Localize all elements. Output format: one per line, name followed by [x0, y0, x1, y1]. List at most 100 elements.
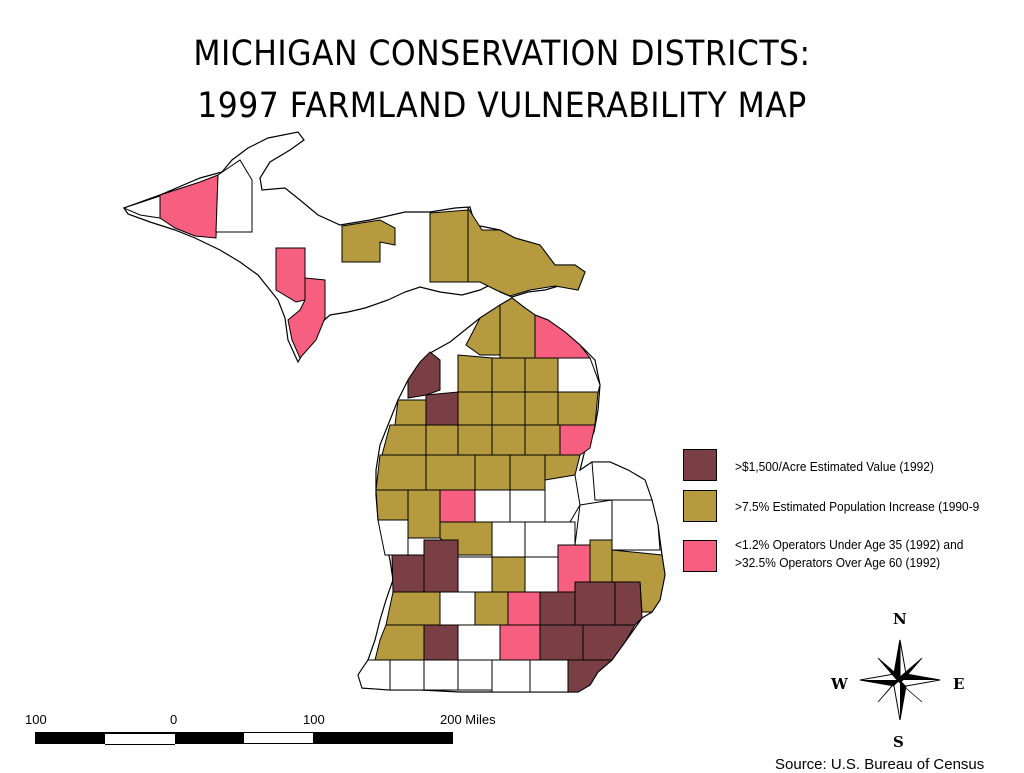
source-note: Source: U.S. Bureau of Census: [775, 756, 985, 773]
county-schoolcraft: [341, 219, 396, 263]
compass-star-dark-3: [900, 674, 940, 680]
county-livingston: [539, 591, 576, 626]
county-alpena: [557, 357, 601, 393]
county-menominee: [287, 277, 326, 359]
county-oakland: [574, 581, 616, 626]
compass-n-label: N: [893, 610, 907, 628]
county-ionia: [457, 556, 493, 593]
lp-counties: [357, 297, 666, 693]
legend-item-aging: <1.2% Operators Under Age 35 (1992) and …: [683, 537, 983, 572]
county-berrien: [357, 659, 391, 691]
county-iosco: [559, 424, 596, 456]
county-lapeer: [589, 539, 613, 583]
county-lake: [425, 454, 476, 491]
county-washtenaw: [539, 624, 584, 661]
county-kalkaska: [457, 391, 493, 426]
county-tuscola: [574, 499, 613, 546]
county-calhoun: [457, 624, 501, 661]
county-roscommon: [491, 424, 526, 456]
county-manistee: [381, 424, 427, 456]
compass-w-label: W: [831, 675, 848, 693]
county-lenawee: [529, 659, 569, 693]
county-macomb: [614, 581, 643, 626]
county-leelanau: [407, 351, 441, 399]
county-clare: [509, 454, 546, 491]
legend-label-aging: <1.2% Operators Under Age 35 (1992) and …: [735, 536, 963, 572]
scale-label-0: 0: [170, 712, 178, 727]
county-cass: [389, 659, 425, 691]
scale-label-100-left: 100: [25, 712, 47, 727]
county-gratiot: [491, 521, 526, 558]
county-presque-isle: [534, 314, 592, 359]
scale-bar: [35, 732, 453, 745]
county-gogebic-west: [122, 195, 161, 219]
county-montmorency: [524, 357, 559, 393]
county-oscoda: [524, 391, 559, 426]
compass-star-dark-5: [860, 680, 900, 686]
legend-label-aging-line2: >32.5% Operators Over Age 60 (1992): [735, 555, 941, 570]
scale-segment-4: [243, 733, 314, 743]
legend-swatch-high-value: [683, 449, 717, 481]
county-barry: [439, 591, 476, 626]
county-mecosta: [439, 489, 476, 523]
county-ogemaw: [524, 424, 561, 456]
county-chippewa: [467, 206, 586, 297]
compass-rose: [859, 639, 941, 721]
county-benzie: [394, 399, 427, 426]
scale-segment-1: [36, 733, 106, 743]
compass-star-dark-2: [894, 640, 900, 680]
county-missaukee: [457, 424, 493, 456]
county-oceana: [375, 489, 409, 521]
county-monroe: [567, 659, 614, 693]
county-huron: [591, 461, 653, 501]
county-wayne: [582, 624, 636, 661]
county-muskegon: [377, 519, 409, 556]
county-kent: [423, 539, 459, 593]
county-osceola: [474, 454, 511, 491]
legend-label-population: >7.5% Estimated Population Increase (199…: [735, 499, 980, 514]
county-crawford: [491, 391, 526, 426]
county-branch: [457, 659, 493, 691]
title-line-2: 1997 FARMLAND VULNERABILITY MAP: [197, 86, 807, 126]
county-jackson: [499, 624, 541, 661]
legend-item-population: >7.5% Estimated Population Increase (199…: [683, 490, 1001, 522]
county-allegan: [385, 591, 441, 626]
county-ingham: [507, 591, 541, 626]
county-houghton: [215, 159, 253, 233]
county-eaton: [474, 591, 509, 626]
compass-s-label: S: [893, 733, 904, 751]
county-st-joseph: [423, 659, 459, 691]
county-emmet: [465, 304, 501, 356]
scale-segment-2: [105, 733, 175, 745]
compass-star-dark-4: [900, 680, 906, 720]
county-clinton: [491, 556, 526, 593]
county-luce: [429, 209, 469, 283]
county-alcona: [557, 391, 599, 426]
up-counties: [122, 159, 586, 359]
legend-label-high-value: >$1,500/Acre Estimated Value (1992): [735, 459, 934, 474]
title-line-1: MICHIGAN CONSERVATION DISTRICTS:: [193, 34, 811, 74]
scale-label-100: 100: [303, 712, 325, 727]
county-newaygo: [407, 489, 441, 539]
county-shiawassee: [524, 556, 559, 593]
legend-swatch-aging: [683, 540, 717, 572]
county-hillsdale: [491, 659, 531, 693]
legend-swatch-population: [683, 490, 717, 522]
county-isabella: [474, 489, 511, 523]
county-grand-traverse: [425, 391, 459, 426]
county-wexford: [425, 424, 459, 456]
county-midland: [509, 489, 546, 523]
county-ottawa: [391, 554, 425, 593]
scale-label-200-miles: 200 Miles: [440, 712, 496, 727]
county-antrim: [457, 354, 493, 393]
county-mason: [375, 454, 427, 491]
scale-segment-5: [313, 733, 383, 743]
county-otsego: [491, 357, 526, 393]
compass-diagonal: [877, 657, 923, 703]
county-bay: [544, 474, 581, 523]
scale-segment-3: [174, 733, 244, 743]
county-ontonagon: [159, 174, 219, 239]
county-kalamazoo: [423, 624, 459, 661]
legend-item-high-value: >$1,500/Acre Estimated Value (1992): [683, 449, 951, 481]
